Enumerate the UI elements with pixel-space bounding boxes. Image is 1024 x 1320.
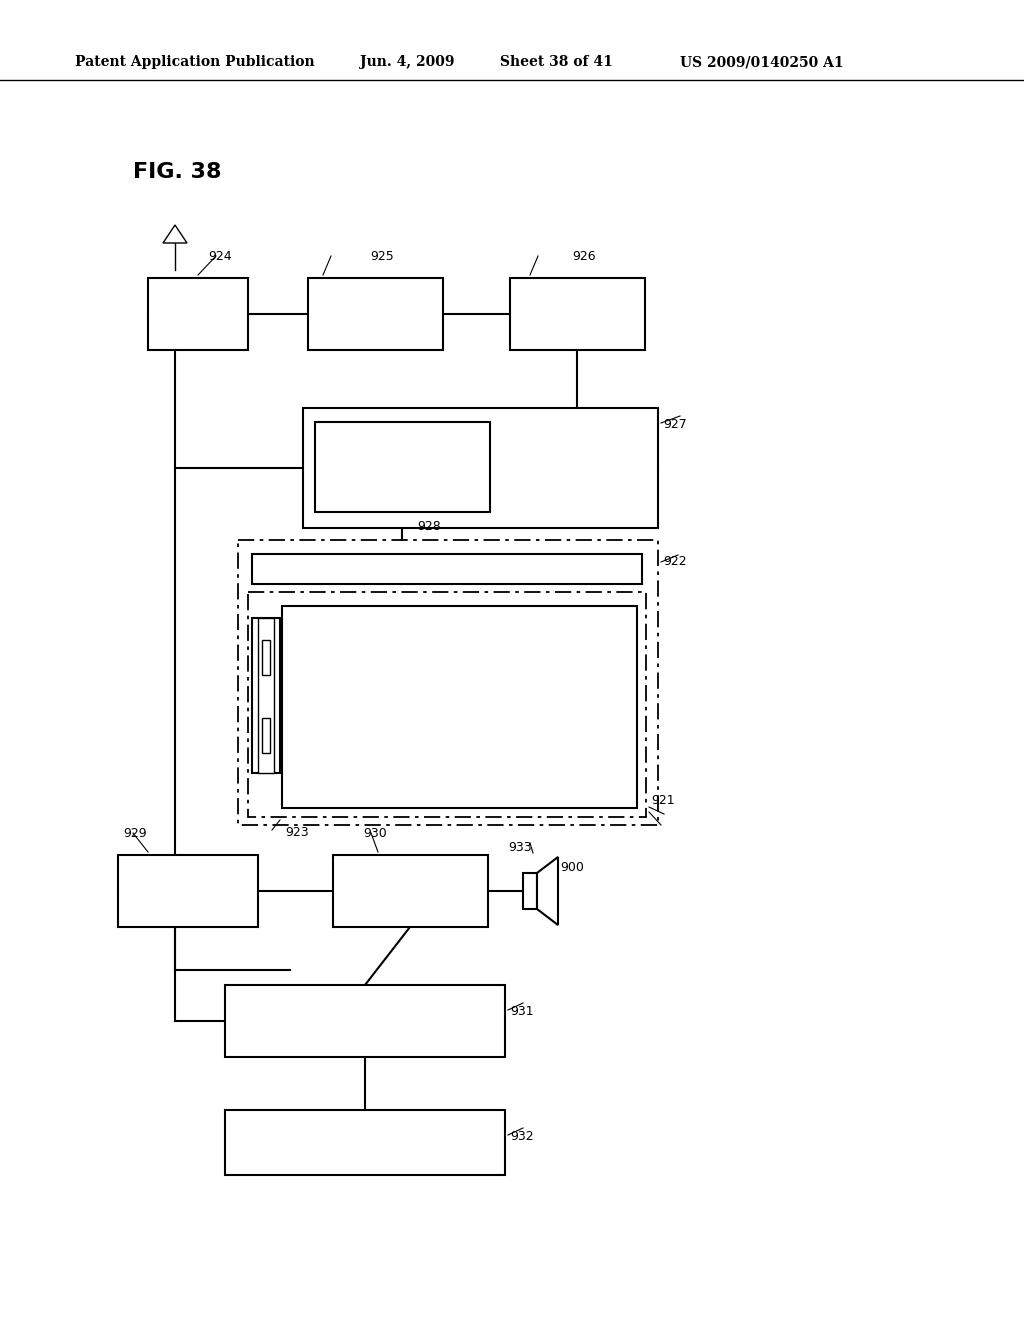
- Bar: [258, 618, 274, 774]
- Text: 923: 923: [285, 826, 308, 840]
- Bar: [148, 279, 248, 350]
- Bar: [262, 718, 270, 752]
- Polygon shape: [163, 224, 187, 243]
- Text: 900: 900: [560, 861, 584, 874]
- Text: 932: 932: [510, 1130, 534, 1143]
- Bar: [248, 591, 646, 817]
- Bar: [238, 540, 658, 825]
- Text: 928: 928: [417, 520, 440, 533]
- Bar: [523, 873, 537, 909]
- Text: 933: 933: [508, 841, 531, 854]
- Bar: [252, 618, 280, 774]
- Polygon shape: [537, 857, 558, 925]
- Text: FIG. 38: FIG. 38: [133, 162, 221, 182]
- Bar: [282, 606, 637, 808]
- Text: Jun. 4, 2009: Jun. 4, 2009: [360, 55, 455, 69]
- Bar: [308, 279, 443, 350]
- Text: 927: 927: [663, 418, 687, 432]
- Bar: [225, 1110, 505, 1175]
- Bar: [510, 279, 645, 350]
- Text: Patent Application Publication: Patent Application Publication: [75, 55, 314, 69]
- Bar: [118, 855, 258, 927]
- Text: 931: 931: [510, 1005, 534, 1018]
- Text: 924: 924: [208, 249, 231, 263]
- Text: 921: 921: [651, 795, 675, 807]
- Bar: [303, 408, 658, 528]
- Text: 922: 922: [663, 554, 687, 568]
- Text: 926: 926: [572, 249, 596, 263]
- Bar: [315, 422, 490, 512]
- Text: 925: 925: [370, 249, 394, 263]
- Bar: [262, 640, 270, 675]
- Text: 929: 929: [123, 828, 146, 840]
- Text: Sheet 38 of 41: Sheet 38 of 41: [500, 55, 613, 69]
- Text: US 2009/0140250 A1: US 2009/0140250 A1: [680, 55, 844, 69]
- Bar: [252, 554, 642, 583]
- Bar: [225, 985, 505, 1057]
- Bar: [333, 855, 488, 927]
- Text: 930: 930: [362, 828, 387, 840]
